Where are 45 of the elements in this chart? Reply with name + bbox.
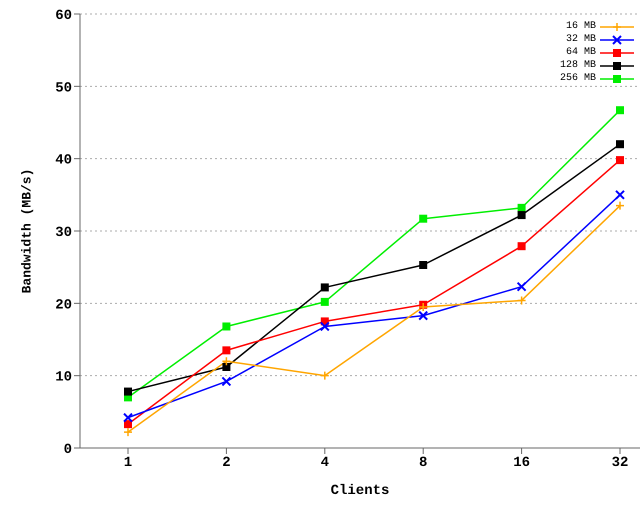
y-axis-title: Bandwidth (MB/s) <box>20 168 35 294</box>
x-tick-label: 4 <box>320 454 330 471</box>
x-tick-label: 8 <box>418 454 428 471</box>
point <box>418 310 428 321</box>
point <box>222 362 230 371</box>
y-tick-label: 0 <box>64 442 72 458</box>
legend-label: 16 MB <box>566 21 596 32</box>
x-tick-label: 32 <box>612 454 628 471</box>
point <box>123 427 133 437</box>
point <box>221 376 232 386</box>
point <box>320 321 330 332</box>
x-axis-title: Clients <box>330 483 390 499</box>
point <box>616 156 624 164</box>
y-tick-label: 30 <box>55 224 72 241</box>
y-tick-label: 60 <box>55 8 72 24</box>
x-tick-label: 2 <box>222 454 231 471</box>
point <box>320 283 329 292</box>
point <box>615 200 625 210</box>
point <box>123 412 133 423</box>
y-tick-label: 20 <box>55 297 72 314</box>
point <box>419 214 428 223</box>
x-tick-label: 16 <box>513 454 530 471</box>
point <box>516 282 527 292</box>
point <box>222 356 232 366</box>
point <box>222 346 230 354</box>
y-tick-label: 40 <box>55 152 72 169</box>
point <box>516 296 526 306</box>
point <box>124 388 132 396</box>
legend-label: 128 MB <box>560 60 596 71</box>
point <box>518 211 526 220</box>
point <box>418 302 428 312</box>
legend-label: 256 MB <box>560 73 596 84</box>
point <box>616 106 624 114</box>
legend-label: 32 MB <box>566 34 596 45</box>
x-tick-label: 1 <box>124 454 132 471</box>
point <box>518 242 526 250</box>
point <box>320 298 329 306</box>
point <box>222 322 230 330</box>
y-tick-label: 50 <box>55 80 72 96</box>
point <box>616 140 624 148</box>
point <box>419 260 428 269</box>
point <box>615 190 625 200</box>
legend-label: 64 MB <box>566 47 596 58</box>
point <box>320 370 330 380</box>
y-tick-label: 10 <box>55 370 72 386</box>
